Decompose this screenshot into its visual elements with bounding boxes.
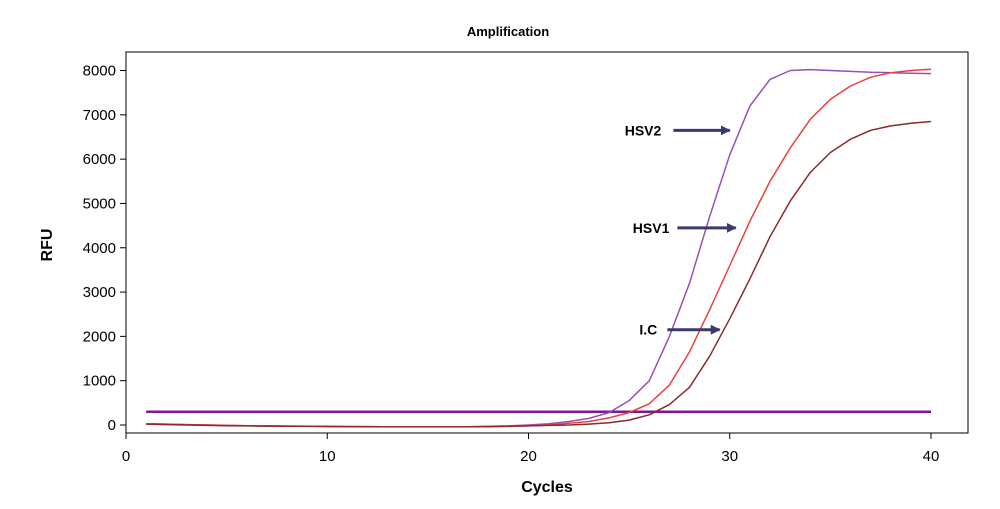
x-axis-title: Cycles — [521, 479, 573, 496]
y-tick-label: 5000 — [83, 195, 116, 212]
x-tick-label: 20 — [520, 448, 537, 465]
annotation-label: I.C — [639, 322, 657, 338]
y-tick-label: 8000 — [83, 63, 116, 80]
y-axis-title: RFU — [39, 229, 56, 262]
y-tick-label: 7000 — [83, 107, 116, 124]
series-line-2 — [146, 68, 932, 428]
y-tick-label: 4000 — [83, 240, 116, 257]
series-line-3 — [146, 120, 932, 428]
x-tick-label: 10 — [319, 448, 336, 465]
y-tick-label: 6000 — [83, 151, 116, 168]
y-tick-label: 2000 — [83, 328, 116, 345]
series-line-1 — [146, 68, 932, 428]
chart-title: Amplification — [467, 24, 549, 39]
plot-area-frame — [125, 51, 969, 434]
y-tick-label: 1000 — [83, 373, 116, 390]
series-layer — [146, 68, 932, 428]
annotation-label: HSV2 — [625, 122, 662, 138]
x-tick-label: 30 — [721, 448, 738, 465]
y-tick-label: 0 — [108, 417, 116, 434]
annotation-label: HSV1 — [633, 220, 670, 236]
x-tick-label: 0 — [122, 448, 130, 465]
annotation-layer: HSV2 HSV1 I.C — [625, 122, 737, 338]
x-tick-label: 40 — [923, 448, 940, 465]
x-axis: 0 10 20 30 40 — [122, 433, 940, 465]
y-axis: 0 1000 2000 3000 4000 5000 6000 7000 8000 — [83, 63, 126, 434]
y-tick-label: 3000 — [83, 284, 116, 301]
